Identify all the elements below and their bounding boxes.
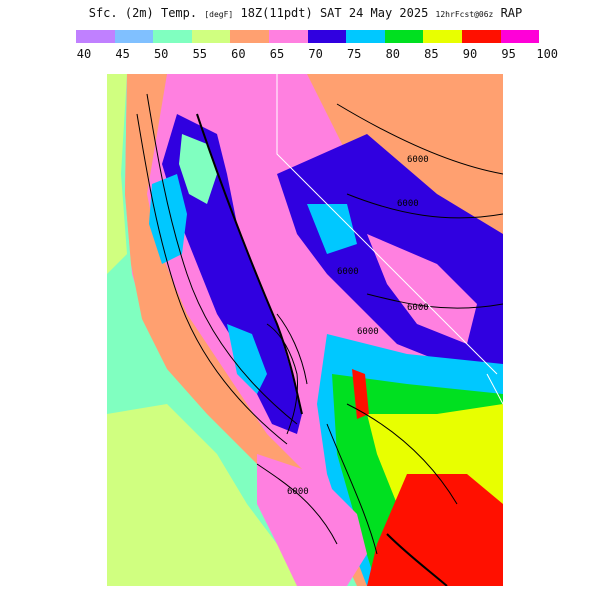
state-borders — [276, 74, 503, 405]
valley-south-75 — [227, 324, 267, 394]
temperature-map: 6000 6000 6000 6000 6000 6000 — [107, 74, 503, 586]
contour-label: 6000 — [407, 303, 429, 313]
contour-label: 6000 — [337, 267, 359, 277]
color-legend — [76, 30, 540, 43]
title-units: [degF] — [204, 10, 234, 19]
legend-tick-label: 55 — [192, 47, 208, 61]
legend-tick-label: 95 — [501, 47, 516, 61]
contour-label: 6000 — [287, 487, 309, 497]
legend-tick-label: 70 — [308, 47, 323, 61]
legend-swatch — [76, 30, 115, 43]
nevada-pink-patch — [367, 234, 477, 344]
legend-swatch — [307, 30, 347, 43]
legend-tick-label: 65 — [269, 47, 285, 61]
contour-label: 6000 — [357, 327, 379, 337]
legend-swatch — [230, 30, 269, 43]
desert-90-south — [367, 474, 503, 586]
title-main: Sfc. (2m) Temp. — [88, 6, 198, 20]
contour-label-group: 6000 6000 6000 6000 6000 6000 — [287, 155, 429, 497]
legend-swatch — [423, 30, 462, 43]
legend-tick-label: 45 — [115, 47, 130, 61]
nevada-75-patch — [307, 204, 357, 254]
title-fcst: 12hrFcst@06z — [435, 10, 494, 19]
legend-swatch — [384, 30, 424, 43]
title-model: RAP — [500, 6, 523, 20]
legend-tick-label: 40 — [76, 47, 92, 61]
legend-tick-label: 60 — [231, 47, 246, 61]
legend-swatch — [500, 30, 540, 43]
offshore-55-band — [107, 404, 307, 586]
legend-ticks: 40 45 50 55 60 65 70 75 80 85 90 95 100 — [0, 47, 611, 63]
legend-tick-label: 90 — [462, 47, 478, 61]
desert-90-north — [352, 369, 369, 419]
northwest-offshore — [107, 74, 127, 274]
contour-label: 6000 — [407, 155, 429, 165]
map-title: Sfc. (2m) Temp. [degF] 18Z(11pdt) SAT 24… — [0, 6, 611, 24]
socal-65 — [257, 454, 367, 586]
valley-north-55 — [179, 134, 217, 204]
legend-tick-label: 100 — [536, 47, 559, 61]
legend-swatch — [268, 30, 308, 43]
legend-swatch — [346, 30, 385, 43]
legend-tick-label: 80 — [385, 47, 401, 61]
legend-tick-label: 75 — [346, 47, 362, 61]
legend-swatch — [114, 30, 154, 43]
legend-tick-label: 50 — [153, 47, 169, 61]
legend-tick-label: 85 — [424, 47, 439, 61]
title-valid: 18Z(11pdt) SAT 24 May 2025 — [240, 6, 429, 20]
contour-lines — [136, 93, 503, 586]
legend-swatch — [461, 30, 501, 43]
legend-swatch — [191, 30, 231, 43]
contour-label: 6000 — [397, 199, 419, 209]
legend-swatch — [153, 30, 192, 43]
